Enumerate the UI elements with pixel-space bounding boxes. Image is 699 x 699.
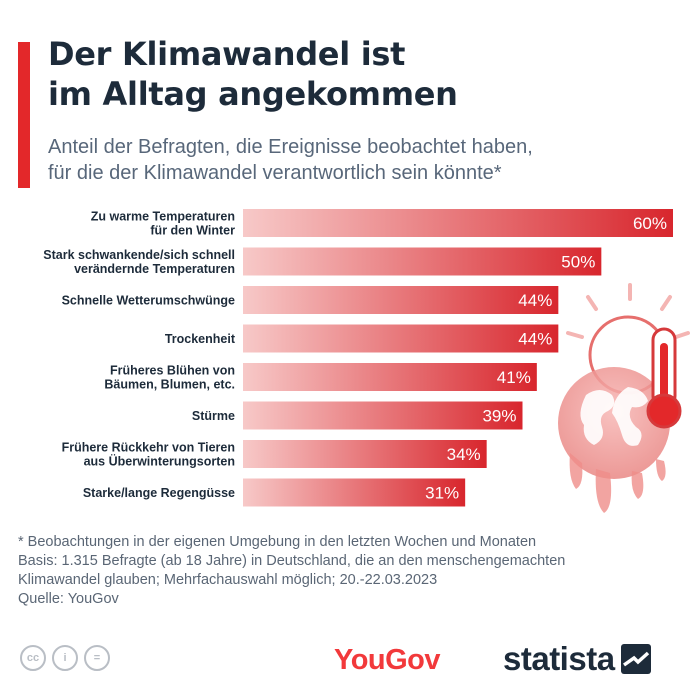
bar-7 xyxy=(243,440,487,468)
bar-value-label-7: 34% xyxy=(447,445,481,464)
title-accent-bar xyxy=(18,42,30,188)
category-label-4: Trockenheit xyxy=(165,332,236,346)
bar-chart: 60% Zu warme Temperaturen für den Winter 50… xyxy=(43,209,673,507)
bar-6 xyxy=(243,401,523,430)
bar-value-label-6: 39% xyxy=(482,407,516,426)
bar-5 xyxy=(243,363,537,391)
category-label-7: Frühere Rückkehr von Tieren aus Überwinte… xyxy=(62,441,235,469)
cc-icon[interactable]: cc xyxy=(20,645,46,671)
category-label-1: Zu warme Temperaturen für den Winter xyxy=(91,210,235,238)
bar-8 xyxy=(243,478,466,507)
bar-2 xyxy=(243,247,602,276)
subtitle-line-2: für die der Klimawandel verantwortlich s… xyxy=(48,162,502,184)
category-label-3: Schnelle Wetterumschwünge xyxy=(62,294,235,308)
footnote-line-3: Klimawandel glauben; Mehrfachauswahl mög… xyxy=(18,572,438,588)
page-title: Der Klimawandel ist im Alltag angekommen xyxy=(48,34,668,114)
statista-mark-icon xyxy=(620,644,651,674)
bar-value-label-5: 41% xyxy=(497,368,531,387)
bar-value-label-8: 31% xyxy=(425,484,459,503)
bar-value-label-3: 44% xyxy=(518,291,552,310)
by-person-icon[interactable]: i xyxy=(52,645,78,671)
license-icons: cc i = xyxy=(20,645,110,671)
bar-1 xyxy=(243,209,673,237)
category-label-8: Starke/lange Regengüsse xyxy=(83,486,235,500)
title-line-2: im Alltag angekommen xyxy=(48,75,458,113)
statista-wordmark: statista xyxy=(503,640,615,677)
bar-value-label-2: 50% xyxy=(561,253,595,272)
category-label-5: Früheres Blühen von Bäumen, Blumen, etc. xyxy=(104,364,235,392)
source-line: Quelle: YouGov xyxy=(18,591,119,607)
footnote: * Beobachtungen in der eigenen Umgebung … xyxy=(18,533,688,609)
footnote-line-1: * Beobachtungen in der eigenen Umgebung … xyxy=(18,534,537,550)
bar-3 xyxy=(243,286,559,314)
bar-value-label-4: 44% xyxy=(518,330,552,349)
title-line-1: Der Klimawandel ist xyxy=(48,35,406,73)
bar-value-label-1: 60% xyxy=(633,214,667,233)
category-label-6: Stürme xyxy=(192,409,235,423)
page-subtitle: Anteil der Befragten, die Ereignisse beo… xyxy=(48,134,678,186)
statista-logo[interactable]: statista xyxy=(503,640,651,678)
nd-equals-icon[interactable]: = xyxy=(84,645,110,671)
yougov-logo[interactable]: YouGov xyxy=(334,644,441,676)
bar-4 xyxy=(243,324,559,353)
footnote-line-2: Basis: 1.315 Befragte (ab 18 Jahre) in D… xyxy=(18,553,566,569)
category-label-2: Stark schwankende/sich schnell verändernd… xyxy=(43,248,235,276)
subtitle-line-1: Anteil der Befragten, die Ereignisse beo… xyxy=(48,136,533,158)
melting-globe-thermometer-illustration xyxy=(558,283,690,513)
